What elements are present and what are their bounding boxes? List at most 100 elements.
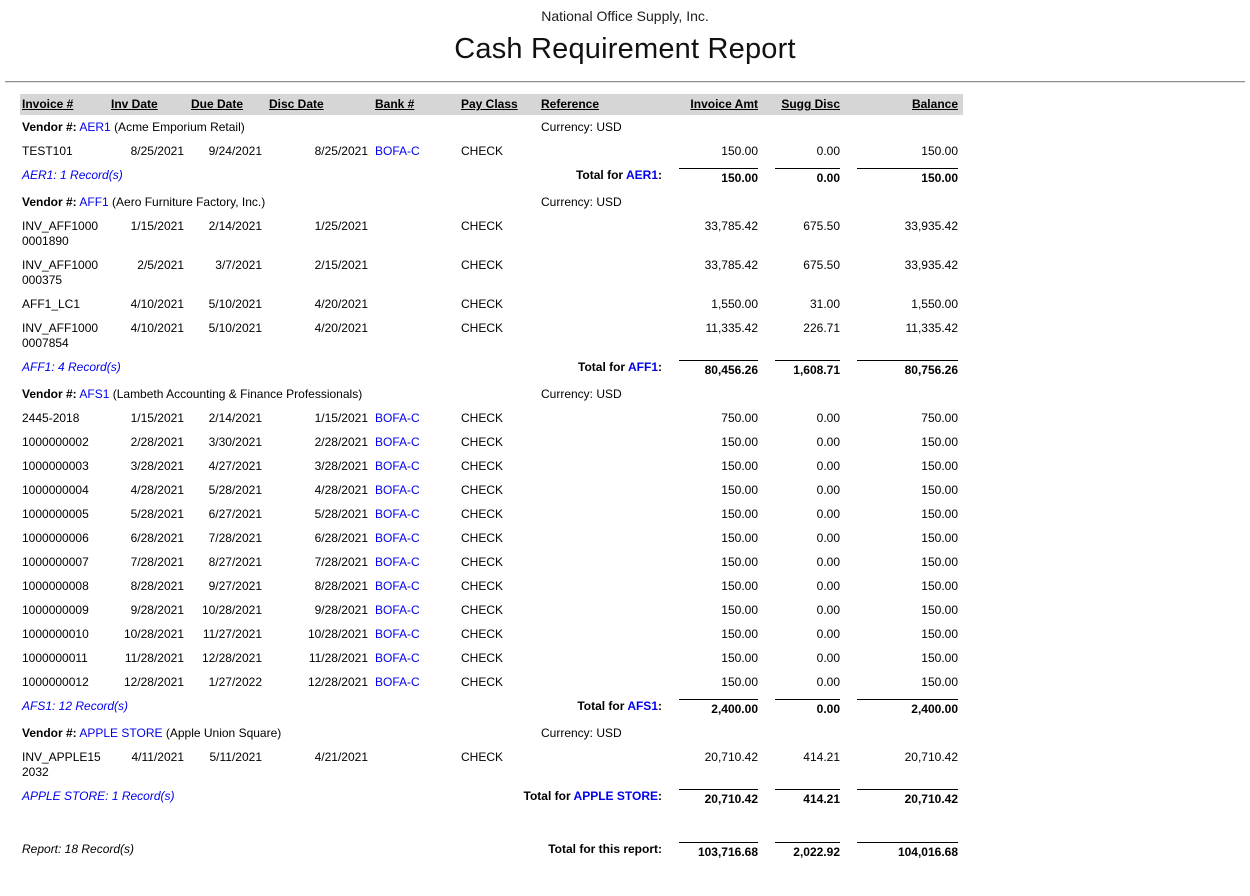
currency-cell: Currency: USD: [541, 120, 622, 134]
pay-class-cell: CHECK: [461, 144, 504, 158]
group-total-vendor-code[interactable]: AER1: [625, 168, 658, 182]
inv-date-cell: 9/28/2021: [130, 603, 184, 617]
bank-link[interactable]: BOFA-C: [375, 579, 420, 593]
invoice-amt-cell: 150.00: [721, 675, 758, 689]
reference-cell: [539, 598, 667, 622]
disc-date-cell: 8/25/2021: [314, 144, 368, 158]
invoice-row: 1000000009 9/28/2021 10/28/2021 9/28/2021 BO…: [20, 598, 963, 622]
col-header-disc-date: Disc Date: [267, 94, 373, 115]
group-total-invoice-amt-value: 20,710.42: [679, 789, 758, 807]
pay-class-cell: CHECK: [461, 219, 504, 233]
due-date-cell: 8/27/2021: [208, 555, 262, 569]
balance-cell: 11,335.42: [905, 321, 959, 335]
report-records: Report: 18 Record(s): [22, 842, 135, 856]
bank-link[interactable]: BOFA-C: [375, 627, 420, 641]
bank-cell: BOFA-C: [373, 454, 459, 478]
disc-date-cell: 12/28/2021: [307, 675, 368, 689]
bank-link[interactable]: BOFA-C: [375, 144, 420, 158]
vendor-code-link[interactable]: AFF1: [79, 195, 109, 209]
invoice-row: 1000000010 10/28/2021 11/27/2021 10/28/2021…: [20, 622, 963, 646]
vendor-code-link[interactable]: APPLE STORE: [79, 726, 163, 740]
vendor-code-link[interactable]: AER1: [79, 120, 111, 134]
bank-link[interactable]: BOFA-C: [375, 603, 420, 617]
bank-cell: BOFA-C: [373, 139, 459, 163]
group-total-sugg-disc-cell: 414.21: [763, 784, 845, 811]
invoice-amt-cell: 150.00: [721, 483, 758, 497]
reference-cell: [539, 526, 667, 550]
due-date-cell: 2/14/2021: [208, 411, 262, 425]
report-total-balance-cell: 104,016.68: [845, 837, 963, 864]
bank-link[interactable]: BOFA-C: [375, 555, 420, 569]
invoice-number-cell: AFF1_LC1: [22, 297, 81, 311]
empty-cell: [845, 721, 963, 745]
sugg-disc-cell: 31.00: [809, 297, 840, 311]
pay-class-cell: CHECK: [461, 507, 504, 521]
bank-cell: BOFA-C: [373, 550, 459, 574]
inv-date-cell: 10/28/2021: [123, 627, 184, 641]
reference-cell: [539, 406, 667, 430]
bank-link[interactable]: BOFA-C: [375, 531, 420, 545]
sugg-disc-cell: 675.50: [803, 258, 840, 272]
balance-cell: 150.00: [921, 459, 958, 473]
currency-cell: Currency: USD: [541, 726, 622, 740]
vendor-code-link[interactable]: AFS1: [79, 387, 110, 401]
balance-cell: 150.00: [921, 435, 958, 449]
pay-class-cell: CHECK: [461, 258, 504, 272]
invoice-number-cell: 1000000011: [22, 651, 88, 665]
group-total-invoice-amt-cell: 2,400.00: [667, 694, 763, 721]
group-total-invoice-amt-value: 80,456.26: [679, 360, 758, 378]
reference-cell: [539, 502, 667, 526]
balance-cell: 150.00: [921, 555, 958, 569]
disc-date-cell: 3/28/2021: [314, 459, 368, 473]
invoice-amt-cell: 150.00: [721, 651, 758, 665]
bank-cell: BOFA-C: [373, 670, 459, 694]
due-date-cell: 5/10/2021: [208, 297, 262, 311]
pay-class-cell: CHECK: [461, 435, 504, 449]
inv-date-cell: 4/11/2021: [131, 750, 185, 764]
invoice-row: INV_AFF10000007854 4/10/2021 5/10/2021 4/20…: [20, 316, 963, 355]
reference-cell: [539, 478, 667, 502]
sugg-disc-cell: 0.00: [816, 507, 840, 521]
bank-link[interactable]: BOFA-C: [375, 459, 420, 473]
group-total-sugg-disc-cell: 0.00: [763, 694, 845, 721]
bank-link[interactable]: BOFA-C: [375, 675, 420, 689]
vendor-label: Vendor #:: [22, 726, 77, 740]
pay-class-cell: CHECK: [461, 555, 504, 569]
group-total-vendor-code[interactable]: APPLE STORE: [573, 789, 658, 803]
invoice-amt-cell: 20,710.42: [704, 750, 758, 764]
invoice-number-cell: INV_APPLE152032: [22, 750, 101, 779]
reference-cell: [539, 670, 667, 694]
invoice-amt-cell: 150.00: [721, 579, 758, 593]
col-header-inv-date: Inv Date: [109, 94, 189, 115]
reference-cell: [539, 214, 667, 253]
inv-date-cell: 8/25/2021: [130, 144, 184, 158]
bank-link[interactable]: BOFA-C: [375, 507, 420, 521]
bank-link[interactable]: BOFA-C: [375, 411, 420, 425]
bank-link[interactable]: BOFA-C: [375, 483, 420, 497]
due-date-cell: 9/24/2021: [208, 144, 262, 158]
invoice-amt-cell: 150.00: [721, 555, 758, 569]
bank-cell: BOFA-C: [373, 574, 459, 598]
empty-cell: [845, 382, 963, 406]
invoice-row: INV_APPLE152032 4/11/2021 5/11/2021 4/21/20…: [20, 745, 963, 784]
group-total-vendor-code[interactable]: AFS1: [627, 699, 658, 713]
bank-link[interactable]: BOFA-C: [375, 435, 420, 449]
group-total-vendor-code[interactable]: AFF1: [628, 360, 658, 374]
disc-date-cell: 1/15/2021: [314, 411, 368, 425]
invoice-number-cell: INV_AFF10000001890: [22, 219, 99, 248]
invoice-row: 1000000004 4/28/2021 5/28/2021 4/28/2021 BOF…: [20, 478, 963, 502]
pay-class-cell: CHECK: [461, 531, 504, 545]
table-header-row: Invoice # Inv Date Due Date Disc Date Bank #…: [20, 94, 963, 115]
vendor-label: Vendor #:: [22, 387, 77, 401]
vendor-cell: Vendor #: AFF1 (Aero Furniture Factory, …: [20, 190, 539, 214]
disc-date-cell: 5/28/2021: [314, 507, 368, 521]
empty-cell: [667, 190, 763, 214]
invoice-row: INV_AFF10000001890 1/15/2021 2/14/2021 1/25…: [20, 214, 963, 253]
balance-cell: 150.00: [921, 603, 958, 617]
group-total-balance-cell: 2,400.00: [845, 694, 963, 721]
bank-link[interactable]: BOFA-C: [375, 651, 420, 665]
empty-cell: [845, 115, 963, 139]
inv-date-cell: 6/28/2021: [130, 531, 184, 545]
due-date-cell: 10/28/2021: [201, 603, 262, 617]
page-title: Cash Requirement Report: [454, 33, 796, 65]
